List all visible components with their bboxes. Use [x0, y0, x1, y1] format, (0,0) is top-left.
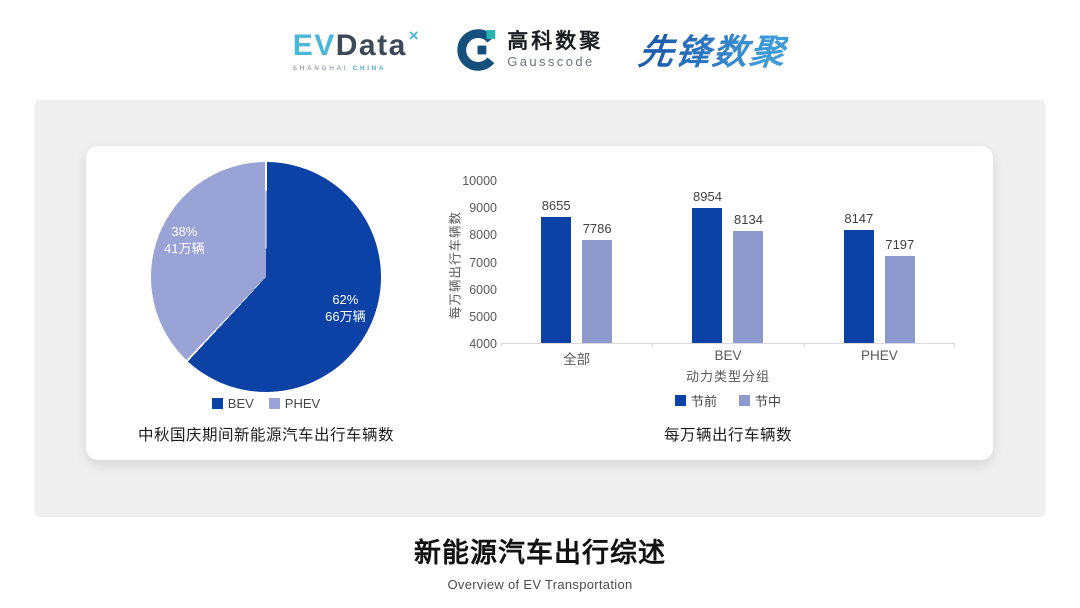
gausscode-cn-name: 高科数聚: [507, 29, 604, 53]
pie-chart-section: 38% 41万辆 62% 66万辆 BEV PHEV 中秋国庆期间新能源汽车出行车…: [86, 146, 446, 460]
pie-chart-title: 中秋国庆期间新能源汽车出行车辆数: [137, 427, 394, 444]
pie-slice-label-bev: 62% 66万辆: [325, 292, 366, 325]
logo-header: EVData × SHANGHAI CHINA 高科数聚 Gausscode 先锋…: [0, 24, 1080, 75]
bar-category-labels: 全部 BEV PHEV: [501, 348, 955, 368]
bar-value-label: 8147: [844, 211, 874, 227]
bar-plot-area: 8655 7786 8954 8134 8147 7197: [501, 181, 955, 347]
bar-legend: 节前 节中: [501, 391, 955, 410]
gausscode-en-name: Gausscode: [507, 54, 595, 70]
bar-series-1-cat-2: 7197: [884, 237, 915, 343]
bar-value-label: 7786: [582, 221, 612, 237]
chart-card: 38% 41万辆 62% 66万辆 BEV PHEV 中秋国庆期间新能源汽车出行车…: [86, 146, 993, 460]
page-title: 新能源汽车出行综述: [414, 538, 666, 568]
evdata-data-text: Data: [335, 29, 407, 62]
page-subtitle: Overview of EV Transportation: [447, 577, 633, 592]
legend-swatch: [211, 398, 223, 409]
bar-series-0-cat-0: 8655: [541, 198, 572, 343]
legend-item: 节中: [739, 391, 781, 410]
pie-legend: BEV PHEV: [86, 396, 446, 411]
category-label: BEV: [714, 348, 742, 363]
bar-chart-section: 每万辆出行车辆数 10000 9000 8000 7000 6000 5000 4000 8…: [446, 146, 993, 460]
bar-series-1-cat-0: 7786: [582, 221, 613, 343]
evdata-subtext: SHANGHAI CHINA: [292, 65, 387, 72]
legend-label: BEV: [227, 396, 254, 411]
evdata-wordmark: EVData ×: [293, 27, 421, 61]
legend-label: 节前: [690, 394, 717, 409]
gausscode-text: 高科数聚 Gausscode: [507, 30, 603, 69]
y-tick-label: 5000: [469, 309, 497, 324]
x-axis-tick: [954, 343, 955, 347]
bar-series-1-cat-1: 8134: [733, 212, 764, 343]
y-tick-label: 9000: [469, 201, 497, 216]
bar-series-0-cat-2: 8147: [843, 211, 874, 343]
bar-value-label: 8655: [541, 197, 571, 213]
bar-value-label: 7197: [885, 237, 915, 253]
y-tick-label: 4000: [469, 337, 497, 351]
legend-swatch: [739, 395, 750, 406]
evdata-ev-text: EV: [292, 29, 336, 62]
page-footer: 新能源汽车出行综述 Overview of EV Transportation: [0, 531, 1080, 592]
bar-x-axis-label: 动力类型分组: [685, 369, 770, 384]
gausscode-g-icon: [457, 28, 496, 71]
bar-group-0: 8655 7786: [501, 181, 652, 343]
bar-value-label: 8954: [693, 189, 722, 205]
pie-slice-label-phev: 38% 41万辆: [164, 224, 205, 257]
bar-group-2: 8147 7197: [804, 181, 955, 343]
legend-item: 节前: [674, 391, 717, 410]
legend-item: PHEV: [268, 396, 321, 411]
x-axis-tick: [501, 343, 502, 347]
y-tick-label: 7000: [469, 255, 497, 270]
gausscode-logo: 高科数聚 Gausscode: [456, 28, 603, 71]
pie-chart: 38% 41万辆 62% 66万辆: [151, 162, 381, 392]
bar-series-0-cat-1: 8954: [692, 189, 723, 343]
category-label: PHEV: [860, 348, 898, 363]
bar-group-1: 8954 8134: [652, 181, 803, 343]
legend-item: BEV: [211, 396, 254, 411]
category-label: 全部: [563, 352, 591, 367]
evdata-x-icon: ×: [408, 26, 421, 45]
legend-label: 节中: [755, 394, 782, 409]
x-axis-tick: [652, 343, 654, 347]
bar-value-label: 8134: [734, 211, 763, 227]
y-tick-label: 6000: [469, 282, 497, 297]
evdata-logo: EVData × SHANGHAI CHINA: [293, 27, 421, 72]
legend-swatch: [674, 395, 686, 406]
y-tick-label: 10000: [462, 174, 497, 188]
pioneer-logo: 先锋数聚: [636, 24, 790, 75]
legend-swatch: [268, 398, 280, 409]
x-axis-tick: [803, 343, 805, 347]
y-tick-label: 8000: [469, 228, 497, 243]
legend-label: PHEV: [284, 396, 321, 411]
bar-chart-title: 每万辆出行车辆数: [663, 427, 792, 444]
